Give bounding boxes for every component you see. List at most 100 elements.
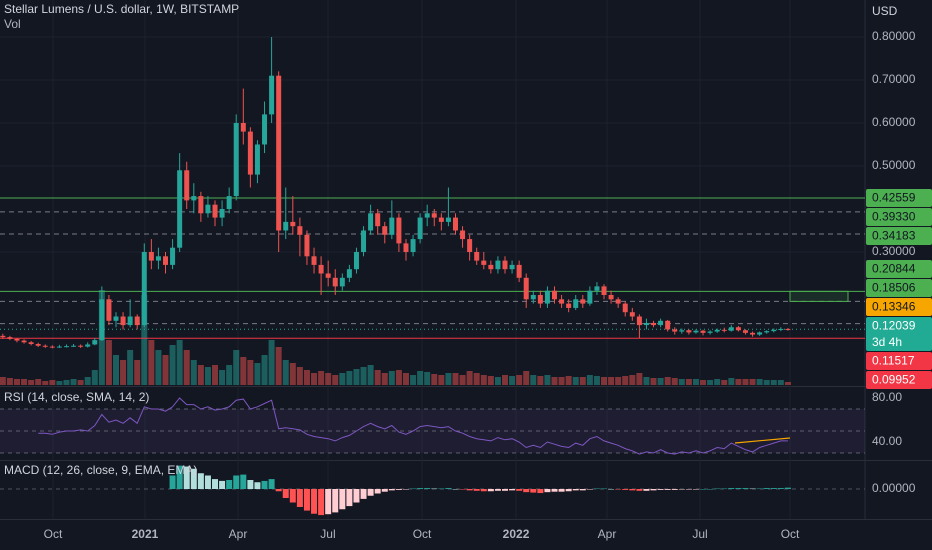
macd-bar	[452, 489, 459, 490]
y-tick-label: 0.60000	[872, 115, 916, 129]
price-label-bg	[866, 226, 932, 245]
macd-bar	[296, 489, 303, 507]
volume-bar	[261, 355, 268, 385]
macd-bar	[388, 489, 395, 491]
volume-bar	[700, 380, 707, 385]
volume-bar	[226, 365, 233, 385]
volume-bar	[714, 379, 721, 385]
macd-title: MACD (12, 26, close, 9, EMA, EMA)	[4, 463, 197, 477]
x-tick-label: Oct	[781, 527, 800, 541]
macd-bar	[657, 489, 664, 490]
macd-bar	[480, 489, 487, 492]
candle-body	[417, 217, 423, 240]
volume-bar	[608, 377, 615, 385]
volume-bar	[459, 375, 466, 385]
volume-bar	[240, 357, 247, 385]
volume-bar	[671, 378, 678, 385]
volume-bar	[579, 377, 586, 385]
volume-bar	[516, 375, 523, 385]
macd-bar	[226, 480, 233, 489]
candle-body	[318, 264, 324, 274]
volume-bar	[438, 375, 445, 385]
candle-body	[269, 75, 275, 115]
macd-bar	[608, 489, 615, 490]
price-label: 0.18506	[872, 281, 916, 295]
macd-bar	[572, 489, 579, 491]
x-tick-label: Apr	[229, 527, 248, 541]
macd-bar	[268, 479, 275, 489]
volume-bar	[28, 380, 35, 385]
macd-bar	[622, 489, 629, 490]
y-tick-label: 80.00	[872, 390, 902, 404]
volume-bar	[42, 381, 49, 385]
volume-bar	[325, 373, 332, 385]
candle-body	[120, 316, 126, 326]
candle-body	[495, 260, 501, 270]
candle-body	[332, 277, 338, 287]
candle-body	[148, 251, 154, 261]
candle-body	[438, 217, 444, 222]
price-label: 0.39330	[872, 210, 916, 224]
candle-body	[163, 256, 169, 265]
macd-bar	[303, 489, 310, 511]
macd-bar	[275, 489, 282, 492]
candle-body	[7, 337, 13, 339]
volume-bar	[155, 350, 162, 385]
macd-bar	[650, 489, 657, 491]
candle-body	[56, 346, 62, 348]
macd-bar	[551, 489, 558, 492]
price-label: 0.12039	[872, 319, 916, 333]
macd-bar	[381, 489, 388, 492]
volume-bar	[282, 360, 289, 385]
volume-bar	[63, 380, 70, 385]
price-label: 0.20844	[872, 262, 916, 276]
candle-body	[233, 122, 239, 197]
zone-drawing	[789, 290, 849, 302]
volume-bar	[6, 378, 13, 385]
volume-bar	[551, 377, 558, 385]
candle-body	[262, 114, 268, 145]
candle-body	[389, 217, 395, 235]
candle-body	[460, 230, 466, 240]
x-tick-label: Oct	[44, 527, 63, 541]
candle-body	[85, 344, 91, 347]
volume-bar	[353, 369, 360, 385]
macd-bar	[282, 489, 289, 498]
candle-body	[615, 299, 621, 304]
candle-body	[212, 204, 218, 218]
macd-bar	[728, 488, 735, 489]
labels: Oct 2021 Apr Jul Oct 2022 Apr Jul Oct 0.80000 0.70…	[44, 29, 932, 541]
candle-body	[304, 234, 310, 257]
macd-bar	[678, 489, 685, 490]
volume-bar	[586, 375, 593, 385]
macd-bar	[565, 489, 572, 492]
x-tick-label: Jul	[320, 527, 335, 541]
y-tick-label: 0.70000	[872, 72, 916, 86]
volume-bar	[346, 371, 353, 385]
candle-body	[523, 277, 529, 300]
candle-body	[452, 217, 458, 231]
candle-body	[488, 264, 494, 270]
candle-body	[771, 329, 777, 332]
candle-body	[750, 332, 756, 335]
candle-body	[92, 340, 98, 345]
candle-body	[431, 213, 437, 218]
macd-bar	[212, 479, 219, 489]
volume-bar	[466, 371, 473, 385]
candle-body	[170, 247, 176, 265]
volume-bar	[112, 355, 119, 385]
candle-body	[742, 330, 748, 333]
macd-bar	[197, 473, 204, 489]
candle-body	[113, 316, 119, 321]
candle-body	[594, 286, 600, 291]
volume-bar	[388, 371, 395, 385]
volume-bar	[692, 379, 699, 385]
macd-bar	[402, 489, 409, 490]
candle-body	[353, 251, 359, 270]
candle-body	[651, 322, 657, 326]
candle-body	[693, 330, 699, 333]
candle-body	[49, 346, 55, 348]
macd-bar	[339, 489, 346, 510]
macd-bar	[424, 488, 431, 489]
